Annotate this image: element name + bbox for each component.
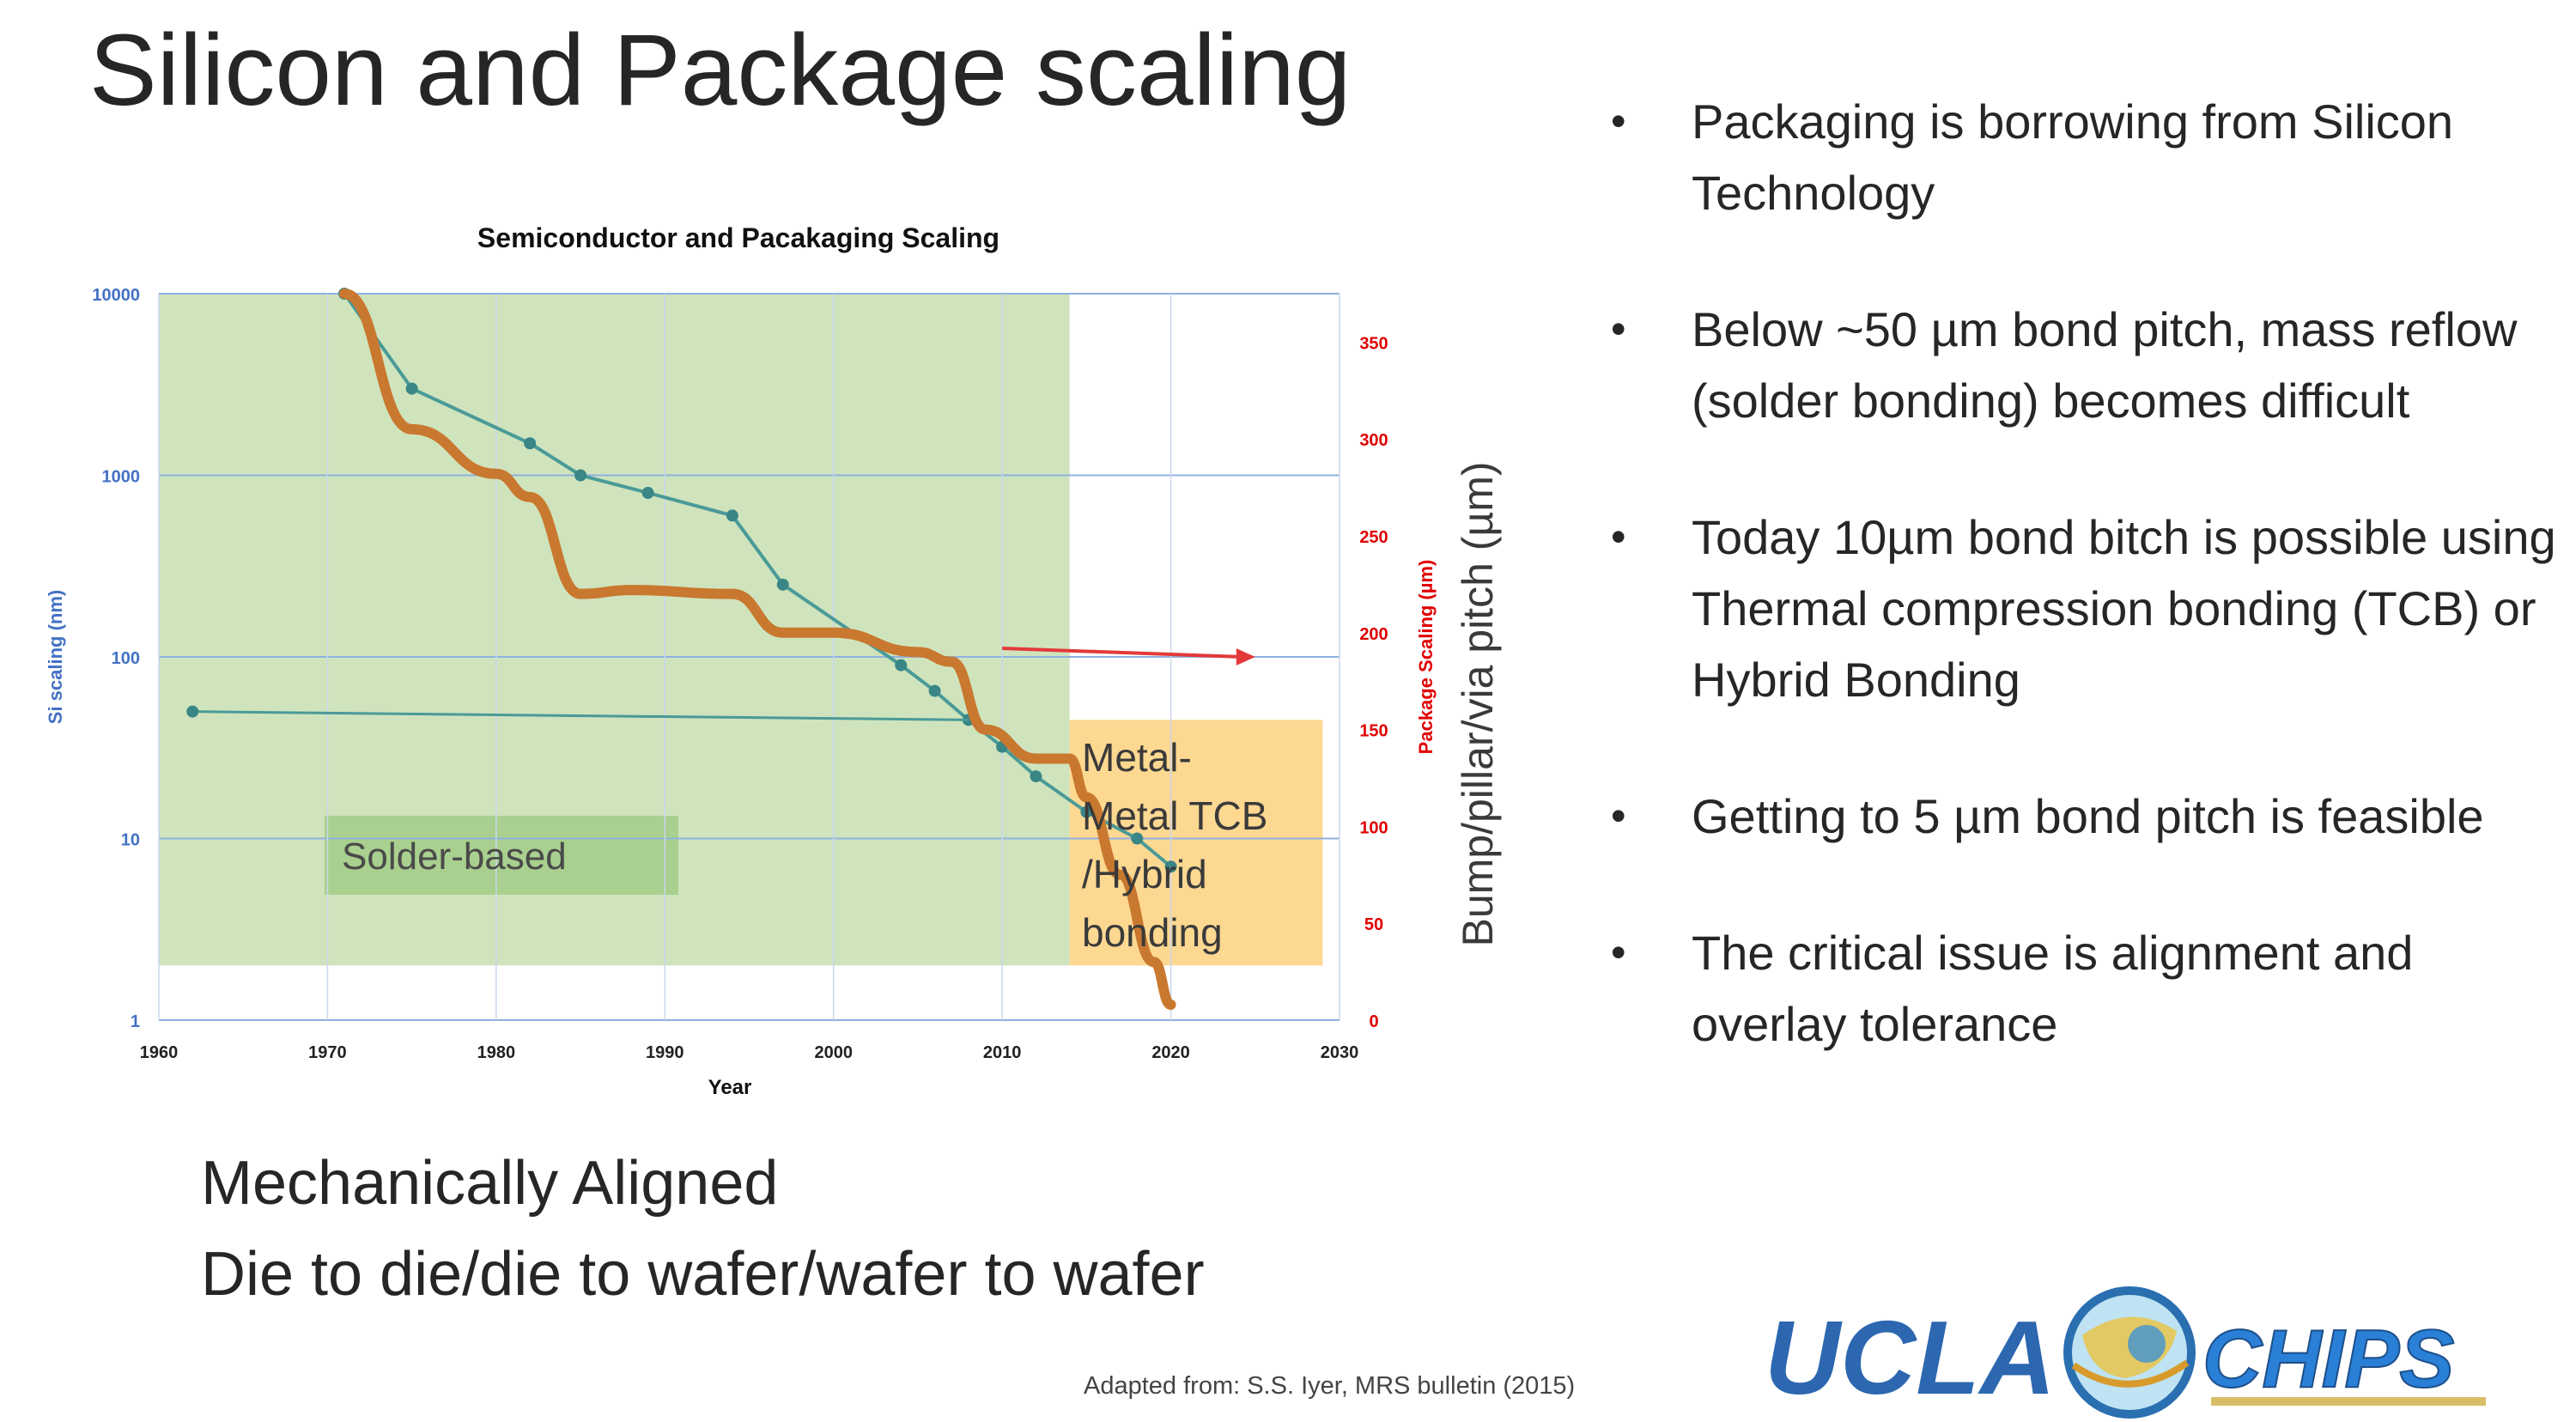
y-right-tick-label: 300 [1359,431,1388,450]
region-label-solder: Solder-based [342,836,567,878]
si-scaling-point [641,486,654,499]
si-scaling-point [1131,832,1144,845]
bullet-item: • Packaging is borrowing from Silicon Tec… [1606,86,2559,228]
bullet-dot-icon: • [1611,928,1626,976]
caption-line: Die to die/die to wafer/wafer to wafer [201,1240,1205,1309]
x-tick-label: 2030 [1321,1043,1359,1062]
si-scaling-point [776,578,789,591]
hybrid-bonding-region [1069,720,1323,966]
si-scaling-point [524,437,537,450]
y-right-tick-label: 350 [1359,334,1388,353]
bullet-dot-icon: • [1611,97,1626,145]
si-scaling-point [726,509,738,522]
logo-chips-text: CHIPS [2202,1313,2454,1405]
x-tick-label: 1970 [308,1043,347,1062]
logo-ucla-text: UCLA [1765,1299,2056,1416]
arrow-head-icon [1236,648,1255,665]
y-right-tick-label: 100 [1359,818,1388,837]
region-label-hybrid: Metal- [1082,735,1192,780]
x-tick-label: 2000 [814,1043,853,1062]
y-right-axis-label: Package Scaling (µm) [1415,560,1437,755]
bullet-text: Below ~50 µm bond pitch, mass reflow (so… [1692,302,2518,428]
y-right-tick-label: 150 [1359,722,1388,741]
y-right-pitch-label: Bump/pillar/via pitch (µm) [1454,461,1502,946]
bullet-dot-icon: • [1611,792,1626,840]
reference-line [192,710,969,721]
bullet-text: Getting to 5 µm bond pitch is feasible [1692,789,2484,843]
bullet-text: The critical issue is alignment and over… [1692,926,2414,1051]
x-tick-label: 2010 [983,1043,1022,1062]
source-citation: Adapted from: S.S. Iyer, MRS bulletin (2… [1084,1372,1576,1400]
ucla-chips-logo: UCLA CHIPS [1765,1286,2486,1419]
bullet-list: • Packaging is borrowing from Silicon Tec… [1606,86,2559,1125]
bullet-dot-icon: • [1611,513,1626,561]
y-right-tick-label: 50 [1364,915,1383,934]
reference-point [186,705,199,718]
solder-label-box [325,816,678,895]
package-scaling-line [339,289,1176,1010]
bullet-dot-icon: • [1611,305,1626,353]
region-label-hybrid: Metal TCB [1082,793,1267,838]
si-scaling-point [1030,770,1042,783]
si-scaling-point [574,469,587,482]
y-right-tick-label: 250 [1359,528,1388,547]
y-left-tick-label: 10 [121,831,140,850]
x-tick-label: 1990 [646,1043,684,1062]
si-scaling-point [928,684,941,697]
y-right-tick-label: 200 [1359,625,1388,644]
y-left-tick-label: 100 [112,649,140,668]
bullet-item: • The critical issue is alignment and ove… [1606,917,2559,1060]
bullet-item: • Today 10µm bond bitch is possible using… [1606,501,2559,715]
slide-title: Silicon and Package scaling [89,14,1352,127]
alignment-caption: Mechanically Aligned Die to die/die to w… [201,1138,1205,1320]
si-scaling-point [1164,860,1177,873]
y-left-axis-label: Si scaling (nm) [45,590,66,724]
arrow-line [1002,647,1243,659]
bullet-item: • Getting to 5 µm bond pitch is feasible [1606,781,2559,852]
y-left-tick-label: 1 [131,1012,140,1031]
globe-icon [2063,1286,2196,1419]
si-scaling-point [895,659,908,672]
chart-title: Semiconductor and Pacakaging Scaling [477,222,999,253]
x-tick-label: 1980 [477,1043,516,1062]
bullet-text: Packaging is borrowing from Silicon Tech… [1692,94,2454,220]
bullet-item: • Below ~50 µm bond pitch, mass reflow (s… [1606,294,2559,436]
si-scaling-point [1080,805,1093,818]
y-left-tick-label: 10000 [92,286,140,305]
si-scaling-point [405,382,418,395]
y-right-tick-label: 0 [1369,1012,1378,1031]
y-left-tick-label: 1000 [102,468,141,487]
region-label-hybrid: bonding [1082,910,1223,955]
region-label-hybrid: /Hybrid [1082,852,1207,896]
bullet-text: Today 10µm bond bitch is possible using … [1692,510,2556,707]
caption-line: Mechanically Aligned [201,1149,779,1218]
x-tick-label: 2020 [1151,1043,1190,1062]
x-tick-label: 1960 [140,1043,179,1062]
x-axis-label: Year [708,1076,752,1099]
logo-tagline-bar [2211,1397,2486,1406]
